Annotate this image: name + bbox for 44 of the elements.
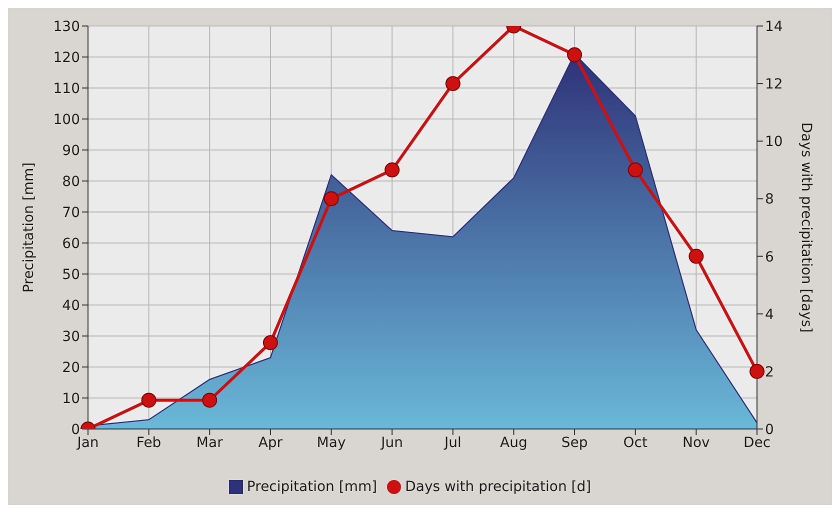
x-tick-label: Oct <box>623 434 648 451</box>
y-tick-label: 20 <box>62 360 80 376</box>
y-tick-label: 30 <box>62 328 80 345</box>
y2-tick-label: 10 <box>765 134 783 150</box>
y-tick-label: 120 <box>53 50 80 66</box>
y-tick-label: 10 <box>62 390 80 407</box>
legend-label: Days with precipitation [d] <box>405 479 592 495</box>
x-tick-label: Sep <box>561 434 588 451</box>
y2-tick-label: 2 <box>765 364 774 380</box>
point <box>688 248 704 264</box>
point <box>628 162 643 178</box>
legend-label: Precipitation [mm] <box>246 479 378 495</box>
y-tick-label: 110 <box>53 80 80 97</box>
x-tick-label: Nov <box>682 434 710 451</box>
point <box>202 392 218 408</box>
point <box>262 335 278 350</box>
y-tick-label: 60 <box>62 236 80 252</box>
y2-tick-label: 6 <box>765 249 774 266</box>
y-tick-label: 70 <box>62 204 80 221</box>
x-tick-label: Apr <box>258 434 283 451</box>
x-tick-label: Feb <box>136 434 162 451</box>
y-tick-label: 100 <box>53 112 80 128</box>
y-tick-label: 40 <box>62 298 80 314</box>
point <box>384 162 400 178</box>
y2-axis-title: Days with precipitation [days] <box>798 122 814 333</box>
x-tick-label: Mar <box>196 434 224 451</box>
x-tick-label: May <box>316 434 346 451</box>
point <box>324 191 339 206</box>
y2-tick-label: 14 <box>765 18 783 35</box>
y2-tick-label: 12 <box>765 76 783 93</box>
y-tick-label: 50 <box>62 266 80 283</box>
x-tick-label: Jul <box>443 434 462 451</box>
point <box>445 76 460 92</box>
y2-tick-label: 8 <box>765 192 774 208</box>
point <box>750 364 764 379</box>
x-tick-label: Aug <box>500 434 528 451</box>
y-tick-label: 90 <box>62 142 80 159</box>
point <box>567 47 582 62</box>
x-tick-label: Jun <box>380 434 404 451</box>
y2-tick-label: 4 <box>765 306 774 323</box>
y-tick-label: 80 <box>62 174 80 190</box>
y-axis-title: Precipitation [mm] <box>20 162 37 293</box>
y-tick-label: 130 <box>53 18 80 35</box>
point <box>141 392 156 408</box>
